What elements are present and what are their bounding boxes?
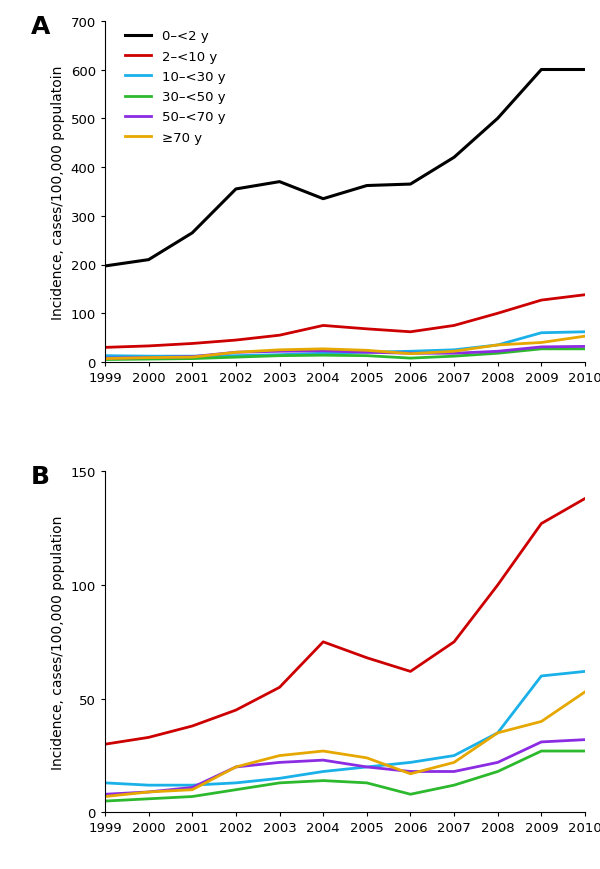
30–<50 y xyxy=(276,351,283,362)
30–<50 y xyxy=(538,344,545,355)
50–<70 y xyxy=(232,348,239,358)
10–<30 y xyxy=(101,351,109,362)
Line: 2–<10 y: 2–<10 y xyxy=(105,295,585,348)
0–<2 y xyxy=(232,184,239,195)
30–<50 y xyxy=(145,355,152,365)
10–<30 y xyxy=(145,352,152,362)
Line: 30–<50 y: 30–<50 y xyxy=(105,349,585,360)
10–<30 y xyxy=(451,345,458,355)
2–<10 y xyxy=(145,342,152,352)
≥70 y xyxy=(320,344,327,355)
50–<70 y xyxy=(188,352,196,362)
Line: 50–<70 y: 50–<70 y xyxy=(105,347,585,359)
Text: A: A xyxy=(31,15,50,39)
≥70 y xyxy=(145,353,152,363)
50–<70 y xyxy=(451,348,458,359)
30–<50 y xyxy=(232,353,239,363)
0–<2 y xyxy=(188,229,196,239)
≥70 y xyxy=(276,345,283,355)
≥70 y xyxy=(101,354,109,364)
≥70 y xyxy=(407,349,414,360)
10–<30 y xyxy=(188,352,196,362)
10–<30 y xyxy=(494,341,502,351)
30–<50 y xyxy=(320,350,327,361)
50–<70 y xyxy=(320,346,327,356)
≥70 y xyxy=(538,338,545,348)
2–<10 y xyxy=(188,339,196,349)
30–<50 y xyxy=(451,352,458,362)
10–<30 y xyxy=(320,348,327,359)
≥70 y xyxy=(188,353,196,363)
0–<2 y xyxy=(494,114,502,124)
2–<10 y xyxy=(581,290,589,301)
2–<10 y xyxy=(276,330,283,341)
10–<30 y xyxy=(407,347,414,357)
Line: 0–<2 y: 0–<2 y xyxy=(105,70,585,267)
50–<70 y xyxy=(276,347,283,357)
0–<2 y xyxy=(276,177,283,188)
30–<50 y xyxy=(363,351,370,362)
2–<10 y xyxy=(451,321,458,331)
2–<10 y xyxy=(101,342,109,353)
≥70 y xyxy=(581,332,589,342)
Y-axis label: Incidence, cases/100,000 population: Incidence, cases/100,000 population xyxy=(51,515,65,769)
50–<70 y xyxy=(538,342,545,353)
2–<10 y xyxy=(320,321,327,331)
0–<2 y xyxy=(101,262,109,272)
30–<50 y xyxy=(407,354,414,364)
2–<10 y xyxy=(232,335,239,346)
≥70 y xyxy=(451,347,458,357)
≥70 y xyxy=(232,348,239,358)
0–<2 y xyxy=(581,65,589,76)
Text: B: B xyxy=(31,465,50,488)
50–<70 y xyxy=(145,353,152,363)
50–<70 y xyxy=(494,347,502,357)
2–<10 y xyxy=(494,308,502,319)
50–<70 y xyxy=(101,354,109,364)
30–<50 y xyxy=(188,354,196,364)
Y-axis label: Incidence, cases/100,000 populatoin: Incidence, cases/100,000 populatoin xyxy=(51,65,65,319)
≥70 y xyxy=(363,346,370,356)
50–<70 y xyxy=(363,348,370,358)
0–<2 y xyxy=(320,195,327,205)
0–<2 y xyxy=(145,255,152,266)
30–<50 y xyxy=(494,348,502,359)
0–<2 y xyxy=(363,181,370,191)
10–<30 y xyxy=(232,351,239,362)
2–<10 y xyxy=(538,295,545,306)
Legend: 0–<2 y, 2–<10 y, 10–<30 y, 30–<50 y, 50–<70 y, ≥70 y: 0–<2 y, 2–<10 y, 10–<30 y, 30–<50 y, 50–… xyxy=(119,25,230,149)
0–<2 y xyxy=(538,65,545,76)
10–<30 y xyxy=(363,348,370,358)
10–<30 y xyxy=(538,328,545,339)
2–<10 y xyxy=(407,327,414,337)
50–<70 y xyxy=(407,348,414,359)
2–<10 y xyxy=(363,324,370,335)
Line: 10–<30 y: 10–<30 y xyxy=(105,332,585,357)
Line: ≥70 y: ≥70 y xyxy=(105,337,585,359)
50–<70 y xyxy=(581,342,589,352)
10–<30 y xyxy=(581,327,589,337)
0–<2 y xyxy=(451,153,458,163)
10–<30 y xyxy=(276,350,283,361)
≥70 y xyxy=(494,341,502,351)
30–<50 y xyxy=(581,344,589,355)
30–<50 y xyxy=(101,355,109,365)
0–<2 y xyxy=(407,180,414,190)
